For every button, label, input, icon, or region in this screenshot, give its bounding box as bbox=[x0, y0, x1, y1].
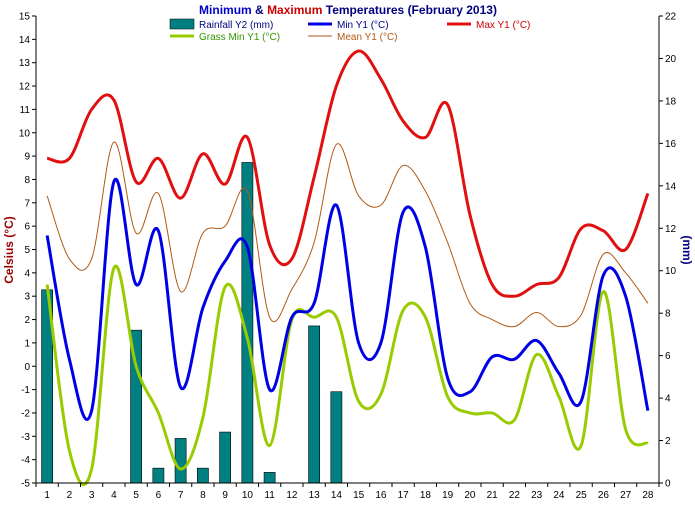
x-tick-label: 19 bbox=[442, 490, 454, 501]
legend-mean-label: Mean Y1 (°C) bbox=[337, 32, 398, 43]
x-tick-label: 10 bbox=[242, 490, 254, 501]
rainfall-bar bbox=[330, 391, 343, 484]
min-temp-line bbox=[45, 177, 650, 421]
x-tick-label: 9 bbox=[222, 490, 228, 501]
plot-area: -5-4-3-2-1012345678910111213141502468101… bbox=[19, 12, 677, 502]
y-tick-label: 11 bbox=[20, 105, 31, 116]
x-tick-label: 16 bbox=[375, 490, 387, 501]
rainfall-bar bbox=[152, 467, 165, 484]
y-axis-title: Celsius (°C) bbox=[2, 216, 16, 283]
legend-grass-label: Grass Min Y1 (°C) bbox=[199, 32, 280, 43]
x-tick-label: 24 bbox=[553, 490, 565, 501]
x-tick-label: 18 bbox=[420, 490, 432, 501]
x-tick-label: 28 bbox=[642, 490, 654, 501]
title-amp: & bbox=[252, 3, 267, 17]
x-tick-label: 1 bbox=[44, 490, 50, 501]
y2-tick-label: 4 bbox=[665, 394, 671, 405]
legend-min-label: Min Y1 (°C) bbox=[337, 20, 389, 31]
y2-tick-label: 22 bbox=[665, 12, 677, 23]
x-tick-label: 2 bbox=[67, 490, 73, 501]
y-tick-label: 10 bbox=[19, 128, 31, 139]
x-tick-label: 4 bbox=[111, 490, 117, 501]
y-tick-label: 1 bbox=[24, 338, 30, 349]
y-tick-label: 12 bbox=[19, 82, 31, 93]
x-tick-label: 25 bbox=[576, 490, 588, 501]
y2-tick-label: 0 bbox=[665, 479, 671, 490]
y2-tick-label: 18 bbox=[665, 96, 677, 107]
rainfall-bar bbox=[197, 467, 209, 484]
y2-tick-label: 14 bbox=[665, 181, 677, 192]
y2-axis-title: (mm) bbox=[680, 235, 694, 264]
x-tick-label: 3 bbox=[89, 490, 95, 501]
x-tick-label: 21 bbox=[487, 490, 499, 501]
y-tick-label: 7 bbox=[24, 198, 30, 209]
x-tick-label: 26 bbox=[598, 490, 610, 501]
y-tick-label: 4 bbox=[24, 268, 30, 279]
y-tick-label: 2 bbox=[24, 315, 30, 326]
rainfall-bar bbox=[219, 431, 231, 484]
y-tick-label: -4 bbox=[21, 455, 30, 466]
rainfall-bar bbox=[174, 438, 187, 484]
y-tick-label: -2 bbox=[21, 408, 30, 419]
x-tick-label: 11 bbox=[264, 490, 275, 501]
x-tick-label: 17 bbox=[398, 490, 410, 501]
legend-rainfall-swatch bbox=[169, 18, 195, 30]
x-tick-label: 12 bbox=[286, 490, 298, 501]
legend-max-label: Max Y1 (°C) bbox=[476, 20, 530, 31]
x-tick-label: 20 bbox=[464, 490, 476, 501]
y-tick-label: -5 bbox=[21, 479, 30, 490]
y2-tick-label: 2 bbox=[665, 436, 671, 447]
x-tick-label: 15 bbox=[353, 490, 365, 501]
chart-title: Minimum & Maximum Temperatures (February… bbox=[199, 3, 497, 17]
y-tick-label: 13 bbox=[19, 58, 31, 69]
x-tick-label: 23 bbox=[531, 490, 543, 501]
y-tick-label: 15 bbox=[19, 12, 31, 23]
legend-rainfall-label: Rainfall Y2 (mm) bbox=[199, 20, 273, 31]
legend: Rainfall Y2 (mm) Min Y1 (°C) Max Y1 (°C)… bbox=[169, 18, 530, 43]
y2-tick-label: 20 bbox=[665, 54, 677, 65]
x-tick-label: 22 bbox=[509, 490, 521, 501]
y-tick-label: -3 bbox=[21, 432, 30, 443]
y2-tick-label: 16 bbox=[665, 139, 677, 150]
rainfall-bar bbox=[263, 472, 276, 484]
y2-tick-label: 12 bbox=[665, 224, 677, 235]
y-tick-label: 9 bbox=[24, 152, 30, 163]
x-tick-label: 6 bbox=[156, 490, 162, 501]
title-minimum: Minimum bbox=[199, 3, 252, 17]
y-tick-label: 6 bbox=[24, 222, 30, 233]
y2-tick-label: 8 bbox=[665, 309, 671, 320]
y-tick-label: 0 bbox=[24, 362, 30, 373]
title-maximum: Maximum bbox=[267, 3, 322, 17]
x-tick-label: 13 bbox=[309, 490, 321, 501]
x-tick-label: 27 bbox=[620, 490, 632, 501]
grass-min-line bbox=[45, 264, 649, 486]
x-tick-label: 7 bbox=[178, 490, 184, 501]
x-tick-label: 14 bbox=[331, 490, 343, 501]
x-tick-label: 8 bbox=[200, 490, 206, 501]
title-rest: Temperatures (February 2013) bbox=[322, 3, 497, 17]
mean-temp-line bbox=[46, 141, 649, 328]
y2-tick-label: 6 bbox=[665, 351, 671, 362]
y2-tick-label: 10 bbox=[665, 266, 677, 277]
x-tick-label: 5 bbox=[133, 490, 139, 501]
y-tick-label: 5 bbox=[24, 245, 30, 256]
y-tick-label: 14 bbox=[19, 35, 31, 46]
max-temp-line bbox=[46, 49, 650, 298]
rainfall-bar bbox=[308, 325, 320, 484]
y-tick-label: 8 bbox=[24, 175, 30, 186]
y-tick-label: -1 bbox=[21, 385, 30, 396]
y-tick-label: 3 bbox=[24, 292, 30, 303]
